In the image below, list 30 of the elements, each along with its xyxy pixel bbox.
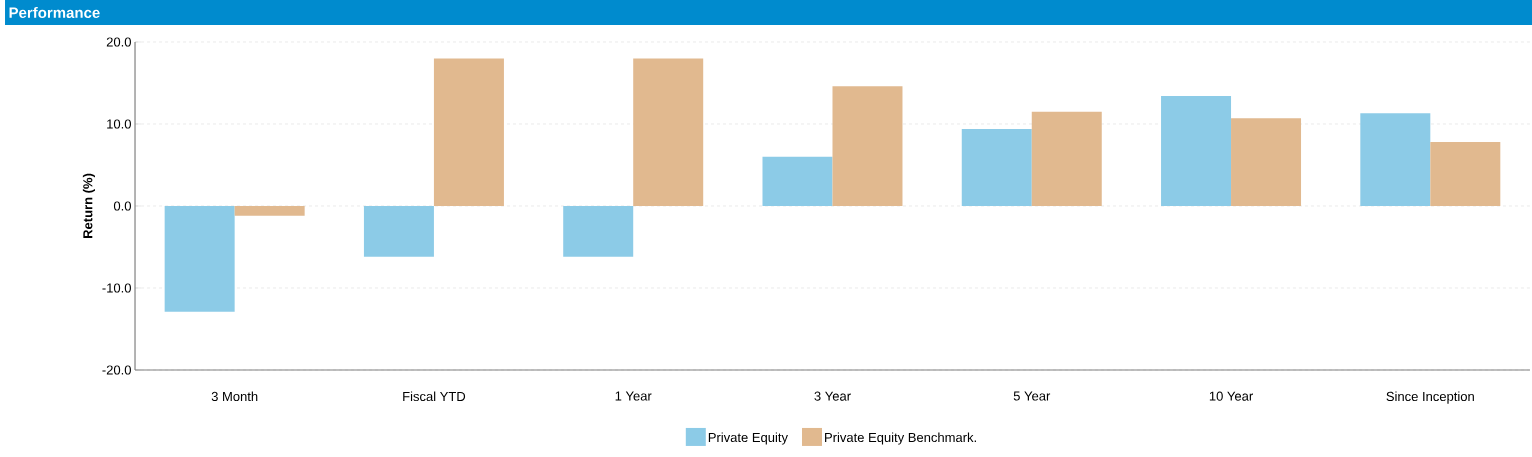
bar: [1031, 111, 1102, 206]
bar: [234, 205, 305, 216]
y-tick-label: 0.0: [113, 201, 131, 211]
bar: [1360, 113, 1431, 206]
x-tick-label: 3 Month: [211, 391, 258, 402]
x-tick-label: 1 Year: [615, 391, 652, 401]
bar: [164, 205, 235, 312]
x-tick-label: Fiscal YTD: [403, 391, 466, 402]
bar: [633, 58, 704, 206]
legend-label: Private Equity: [708, 432, 788, 445]
x-tick-label: 5 Year: [1013, 391, 1051, 401]
legend-label: Private Equity Benchmark.: [825, 432, 976, 445]
y-tick-label: -10.0: [102, 283, 131, 293]
x-tick-label: 3 Year: [814, 391, 851, 401]
bar: [762, 156, 833, 206]
y-axis-title: Return (%): [82, 173, 95, 238]
bar: [433, 58, 504, 206]
bar: [563, 205, 634, 257]
x-tick-label: 10 Year: [1209, 391, 1253, 401]
bar: [961, 128, 1032, 206]
chart-title: Performance: [9, 6, 100, 18]
bar: [1430, 142, 1501, 206]
y-tick-label: 20.0: [106, 37, 131, 47]
bar: [832, 86, 903, 206]
x-tick-label: Since Inception: [1386, 391, 1474, 404]
bar: [1161, 96, 1232, 206]
bar: [363, 205, 434, 257]
y-tick-label: -20.0: [102, 365, 131, 375]
bar: [1231, 118, 1302, 206]
y-tick-label: 10.0: [107, 119, 131, 129]
